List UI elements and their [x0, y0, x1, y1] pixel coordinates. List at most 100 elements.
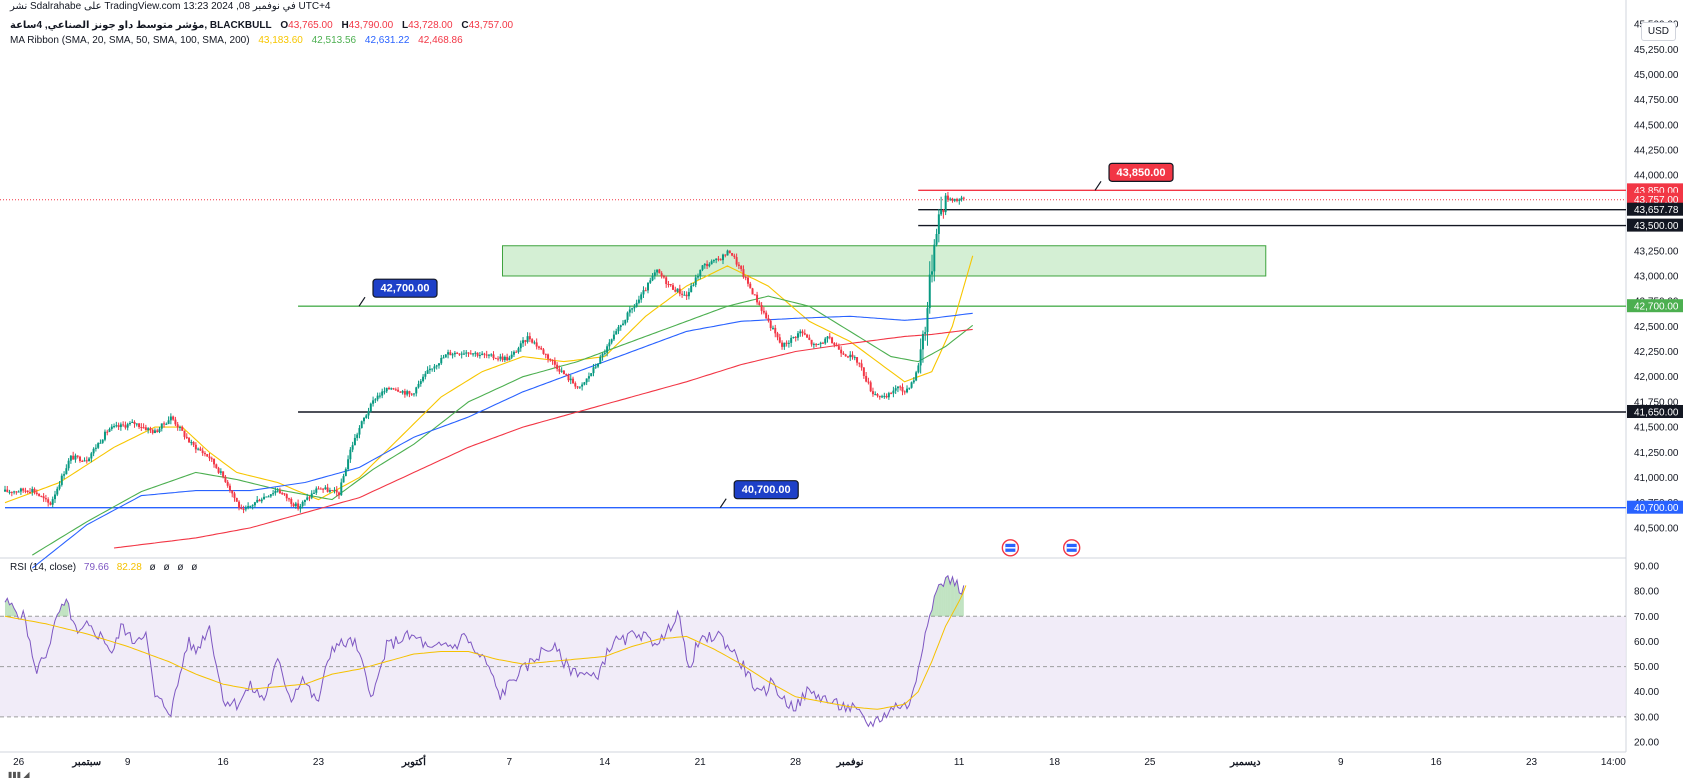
candle-body: [915, 372, 918, 381]
candle-body: [494, 358, 497, 360]
candle-body: [281, 493, 284, 495]
candle-body: [946, 195, 949, 200]
candle-body: [708, 264, 711, 267]
time-tick-label: 18: [1049, 757, 1061, 768]
ma-50-line: [32, 295, 974, 556]
candle-body: [335, 489, 338, 493]
rsi-overbought-fill: [938, 584, 942, 617]
candle-body: [131, 421, 134, 423]
time-tick-label: 26: [13, 757, 25, 768]
candle-body: [47, 499, 50, 503]
legend-header: مؤشر متوسط داو جونز الصناعي, 4ساعة, BLAC…: [10, 20, 519, 31]
candle-body: [244, 508, 247, 510]
candle-body: [328, 490, 331, 492]
candle-body: [956, 198, 959, 201]
candle-body: [487, 354, 490, 356]
candle-body: [426, 370, 429, 374]
candle-body: [110, 426, 113, 430]
candle-body: [701, 265, 704, 270]
candle-body: [696, 276, 699, 278]
candle-body: [333, 489, 336, 491]
candle-body: [449, 352, 452, 356]
rsi-legend[interactable]: RSI (14, close) 79.66 82.28 ø ø ø ø: [10, 562, 202, 573]
candle-body: [106, 431, 109, 433]
candle-body: [72, 455, 75, 460]
candle-body: [883, 395, 886, 397]
candle-body: [183, 430, 186, 437]
candle-body: [721, 254, 724, 261]
candle-body: [724, 254, 727, 256]
candle-body: [896, 386, 899, 389]
candle-body: [53, 494, 56, 500]
candle-body: [685, 294, 688, 297]
candle-body: [272, 493, 275, 495]
candle-body: [824, 338, 827, 344]
candle-body: [583, 382, 586, 385]
currency-button[interactable]: USD: [1640, 22, 1676, 41]
time-tick-label: 16: [218, 757, 230, 768]
candle-body: [308, 497, 311, 499]
candle-body: [599, 356, 602, 364]
rsi-overbought-fill: [61, 604, 65, 617]
candle-body: [297, 503, 300, 509]
candle-body: [806, 334, 809, 338]
candle-body: [192, 442, 195, 445]
candle-body: [660, 273, 663, 277]
candle-body: [517, 348, 520, 353]
candle-body: [926, 308, 929, 333]
candle-body: [128, 422, 131, 425]
candle-body: [924, 332, 927, 334]
candle-body: [369, 403, 372, 412]
candle-body: [601, 353, 604, 357]
time-tick-label: أكتوبر: [401, 755, 426, 768]
symbol-label[interactable]: مؤشر متوسط داو جونز الصناعي, 4ساعة, BLAC…: [10, 20, 272, 31]
candle-body: [876, 394, 879, 396]
candle-body: [612, 334, 615, 340]
candle-body: [378, 395, 381, 397]
candle-body: [472, 353, 475, 355]
candle-body: [474, 352, 477, 354]
candle-body: [653, 272, 656, 276]
rsi-overbought-fill: [934, 590, 937, 617]
candle-body: [899, 386, 902, 388]
candle-body: [94, 447, 97, 449]
candle-body: [224, 476, 227, 482]
price-tick-label: 44,750.00: [1634, 95, 1679, 106]
candle-body: [390, 388, 393, 390]
candle-body: [13, 491, 16, 493]
candle-body: [49, 502, 52, 505]
candle-body: [553, 361, 556, 365]
candle-body: [269, 494, 272, 497]
candle-body: [40, 495, 43, 497]
candle-body: [622, 323, 625, 326]
price-tick-label: 44,000.00: [1634, 171, 1679, 182]
candle-body: [919, 349, 922, 366]
candle-body: [453, 352, 456, 355]
candle-body: [594, 366, 597, 368]
price-tag-label: 41,650.00: [1634, 407, 1679, 418]
candle-body: [372, 400, 375, 404]
candle-body: [219, 471, 222, 473]
candle-body: [637, 299, 640, 303]
price-tick-label: 43,000.00: [1634, 271, 1679, 282]
candle-body: [313, 492, 316, 494]
candle-body: [88, 458, 91, 462]
candle-body: [699, 269, 702, 277]
rsi-overbought-fill: [7, 598, 10, 617]
candle-body: [153, 430, 156, 434]
candle-body: [58, 484, 61, 489]
candle-body: [428, 368, 431, 371]
candle-body: [433, 366, 436, 369]
candle-body: [138, 423, 141, 428]
candle-body: [303, 499, 306, 502]
rsi-tick-label: 30.00: [1634, 712, 1659, 723]
ma-ribbon-legend[interactable]: MA Ribbon (SMA, 20, SMA, 50, SMA, 100, S…: [10, 35, 469, 46]
candle-body: [265, 496, 268, 498]
candle-body: [835, 344, 838, 347]
candle-body: [101, 439, 104, 443]
candle-body: [658, 269, 661, 274]
candle-body: [644, 290, 647, 292]
rsi-ma-line: [4, 585, 967, 710]
ma50-value: 42,513.56: [311, 35, 357, 46]
